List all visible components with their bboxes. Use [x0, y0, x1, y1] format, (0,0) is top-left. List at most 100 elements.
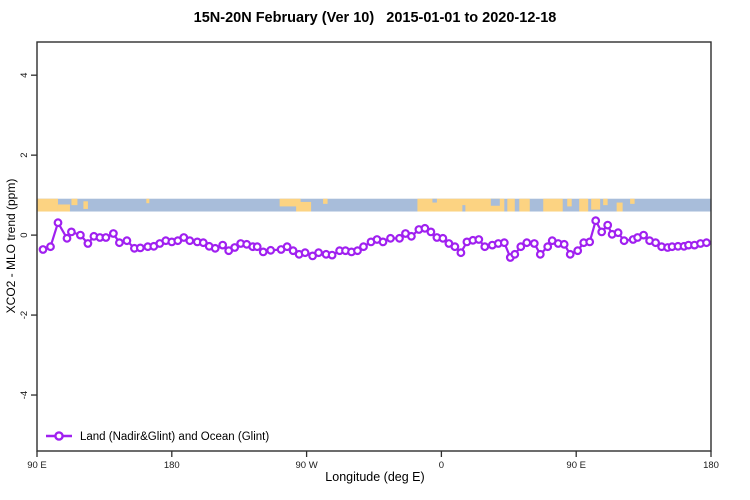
chart-title: 15N-20N February (Ver 10) 2015-01-01 to … [193, 10, 557, 26]
legend-label: Land (Nadir&Glint) and Ocean (Glint) [80, 431, 269, 443]
data-point [66, 227, 76, 237]
data-point [535, 249, 545, 259]
land-segment [603, 198, 608, 206]
land-segment [630, 198, 635, 204]
x-axis: 90 E 180 90 W 0 90 E 180 [27, 451, 719, 471]
plot-frame [36, 41, 712, 452]
land-segment [71, 198, 78, 206]
land-segment [579, 198, 589, 212]
land-segment [279, 198, 301, 207]
land-segment [417, 198, 505, 212]
data-point [108, 229, 118, 238]
y-tick-label: 2 [19, 152, 30, 157]
plot-border [36, 41, 712, 452]
land-segment [37, 198, 58, 212]
land-segment [591, 198, 601, 210]
data-point [559, 239, 569, 249]
data-point [499, 238, 509, 248]
data-series [38, 216, 711, 262]
ocean-strip [37, 198, 711, 212]
data-point [613, 228, 623, 238]
data-point [456, 248, 466, 258]
land-segment [323, 198, 328, 204]
land-segment [146, 198, 150, 204]
data-point [639, 230, 648, 240]
ocean-notch [490, 198, 500, 206]
x-tick-label: 90 E [27, 460, 47, 471]
y-tick-label: 4 [19, 73, 30, 78]
data-point [565, 249, 575, 259]
x-tick-label: 0 [439, 460, 444, 471]
data-point [62, 233, 72, 243]
data-point [75, 230, 85, 240]
ocean-notch [462, 205, 466, 212]
data-point [282, 242, 292, 252]
data-point [510, 249, 520, 259]
legend: Land (Nadir&Glint) and Ocean (Glint) [46, 431, 269, 443]
data-point [395, 233, 404, 243]
legend-marker-icon [54, 431, 64, 441]
y-tick-label: -4 [19, 391, 30, 399]
data-point [585, 237, 595, 247]
data-point [420, 223, 430, 233]
data-point [702, 238, 711, 248]
data-point [230, 243, 240, 252]
data-point [480, 242, 490, 252]
data-point [573, 246, 583, 256]
data-point [522, 238, 532, 248]
data-point [114, 238, 124, 248]
data-point [353, 246, 362, 256]
data-point [218, 240, 228, 250]
data-point [438, 233, 448, 243]
data-point [426, 227, 436, 237]
data-point [210, 243, 220, 253]
data-point [386, 233, 395, 243]
land-segment [83, 201, 88, 209]
data-point [83, 239, 93, 248]
x-tick-label: 90 E [566, 460, 586, 471]
land-segment [567, 198, 572, 207]
map-band [37, 198, 711, 212]
ocean-notch [432, 198, 437, 203]
data-point [591, 216, 601, 226]
data-point [619, 236, 629, 246]
land-segment [296, 201, 312, 212]
data-point [407, 231, 416, 241]
data-point [135, 243, 145, 253]
data-point [597, 227, 607, 237]
data-point [450, 242, 460, 252]
data-point [288, 246, 298, 256]
y-tick-label: 0 [19, 232, 30, 237]
data-point [258, 247, 268, 257]
land-segment [519, 198, 530, 212]
data-point [603, 220, 613, 230]
land-segment [543, 198, 563, 212]
land-segment [57, 204, 70, 212]
data-point [101, 233, 111, 242]
data-point [474, 235, 484, 244]
data-point [314, 248, 324, 258]
data-point [122, 236, 132, 246]
data-point [359, 242, 368, 252]
data-point [543, 242, 553, 252]
data-point [516, 242, 526, 252]
data-point [378, 237, 388, 247]
y-axis: -4 -2 0 2 4 [19, 73, 37, 399]
data-point [651, 238, 660, 248]
y-axis-title: XCO2 - MLO trend (ppm) [4, 178, 18, 314]
data-point [198, 238, 208, 248]
data-point [53, 218, 63, 228]
x-tick-label: 180 [164, 460, 180, 471]
land-segment [616, 202, 623, 212]
data-point [327, 250, 337, 260]
data-point [38, 245, 48, 254]
data-point [300, 248, 310, 258]
x-axis-title: Longitude (deg E) [325, 470, 425, 484]
y-tick-label: -2 [19, 311, 30, 319]
data-point [185, 236, 195, 246]
x-tick-label: 180 [703, 460, 719, 471]
x-tick-label: 90 W [296, 460, 318, 471]
data-point [46, 242, 55, 252]
